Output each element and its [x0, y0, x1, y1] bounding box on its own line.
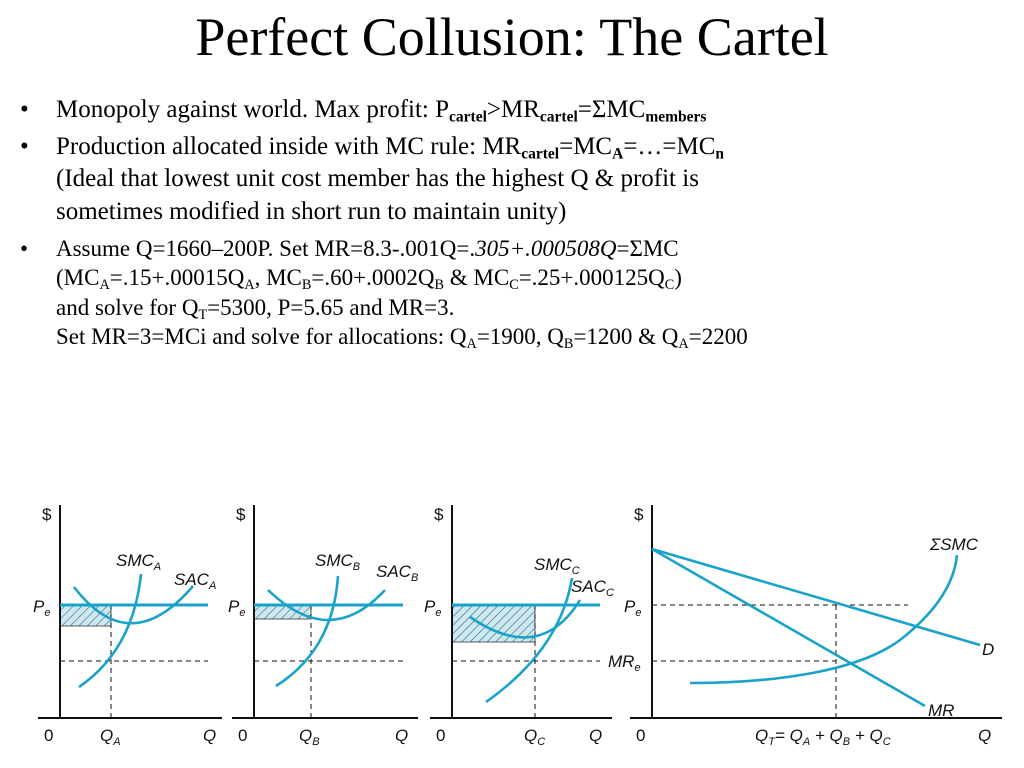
sum-smc-curve [689, 554, 959, 685]
smc-a-label: SMCA [116, 551, 161, 573]
pe-label: Pe [624, 597, 641, 619]
sac-b-label: SACB [376, 562, 418, 584]
profit-area-c [451, 604, 536, 643]
q-axis-label: Q [203, 726, 216, 745]
pe-label: Pe [33, 597, 50, 619]
bullet-list: • Monopoly against world. Max profit: Pc… [18, 94, 1018, 356]
q-axis-label: Q [589, 726, 602, 745]
bullet-2: • Production allocated inside with MC ru… [20, 132, 725, 225]
graph-firm-a: $ Pe SMCA SACA 0 QA Q [33, 505, 222, 748]
mr-curve [651, 547, 926, 708]
bullet-1: • Monopoly against world. Max profit: Pc… [20, 96, 707, 126]
smc-curve-b [275, 575, 340, 688]
graph-cartel-market: $ ΣSMC D MR Pe MRe 0 QT= QA + QB + QC Q [608, 505, 1002, 748]
q-axis-label: Q [978, 726, 991, 745]
smc-curve-a [78, 573, 143, 689]
dollar-label: $ [434, 505, 444, 524]
origin-label: 0 [44, 726, 53, 745]
qc-label: QC [524, 726, 545, 748]
dollar-label: $ [42, 505, 52, 524]
bullet-dot: • [20, 96, 29, 123]
graph-firm-c: $ Pe SMCC SACC 0 QC Q [424, 505, 614, 748]
slide-title: Perfect Collusion: The Cartel [195, 7, 829, 67]
qa-label: QA [100, 726, 121, 748]
mre-label: MRe [608, 652, 641, 674]
qb-label: QB [299, 726, 320, 748]
smc-curve-c [485, 577, 574, 704]
origin-label: 0 [238, 726, 247, 745]
origin-label: 0 [636, 726, 645, 745]
sac-c-label: SACC [571, 577, 614, 599]
graph-firm-b: $ Pe SMCB SACB 0 QB Q [228, 505, 418, 748]
q-axis-label: Q [395, 726, 408, 745]
smc-c-label: SMCC [534, 555, 580, 577]
sac-a-label: SACA [174, 570, 216, 592]
pe-label: Pe [424, 597, 441, 619]
demand-label: D [982, 640, 994, 659]
sac-curve-a [72, 585, 194, 625]
qt-equation-label: QT= QA + QB + QC [755, 726, 891, 748]
smc-b-label: SMCB [315, 551, 360, 573]
demand-curve [651, 547, 981, 647]
sum-smc-label: ΣSMC [929, 535, 979, 554]
sac-curve-c [469, 599, 582, 639]
dollar-label: $ [236, 505, 246, 524]
bullet-dot: • [20, 236, 29, 261]
origin-label: 0 [436, 726, 445, 745]
dollar-label: $ [634, 505, 644, 524]
profit-area-b [253, 604, 312, 620]
pe-label: Pe [228, 597, 245, 619]
bullet-dot: • [20, 132, 29, 160]
mr-label: MR [928, 701, 954, 720]
bullet-3: • Assume Q=1660–200P. Set MR=8.3-.001Q=.… [20, 236, 748, 353]
